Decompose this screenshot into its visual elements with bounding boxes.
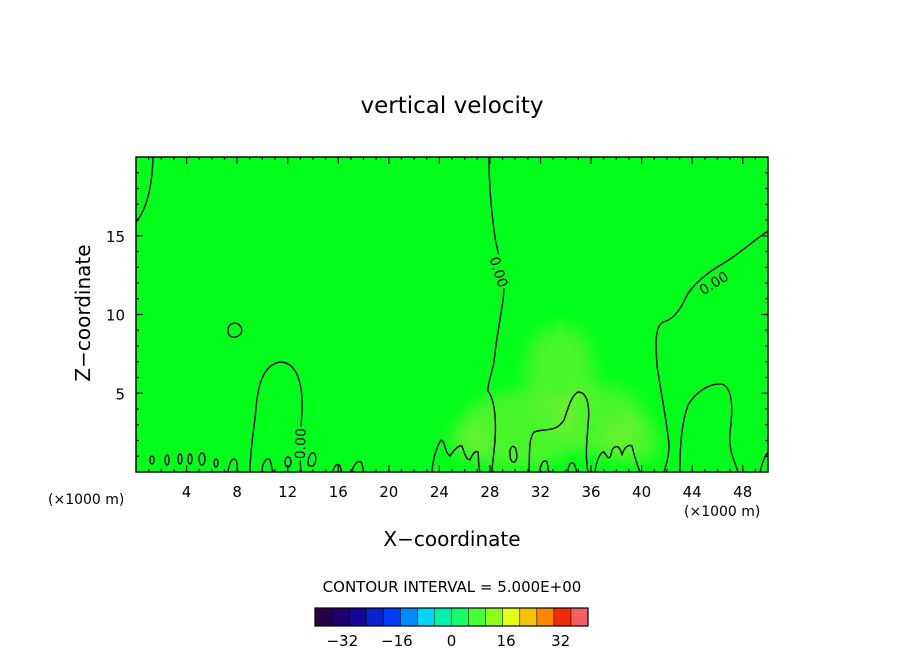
contour-oval-2 xyxy=(164,454,170,466)
x-tick-labels: 4 8 12 16 20 24 28 32 36 40 44 48 xyxy=(182,483,752,501)
colorbar-cell xyxy=(468,608,486,626)
contour-label-bg xyxy=(485,253,512,291)
x-tick-label: 44 xyxy=(683,483,702,501)
x-tick-label: 28 xyxy=(480,483,499,501)
colorbar-tick-label: 32 xyxy=(551,632,570,650)
colorbar-cell xyxy=(383,608,401,626)
colorbar-tick-labels: −32 −16 0 16 32 xyxy=(326,632,570,650)
x-unit-label: (×1000 m) xyxy=(48,492,124,508)
x-tick-label: 40 xyxy=(632,483,651,501)
x-tick-label: 16 xyxy=(329,483,348,501)
chart-title: vertical velocity xyxy=(361,93,544,119)
x-tick-label: 8 xyxy=(232,483,242,501)
colorbar-frame xyxy=(314,607,589,627)
field-background xyxy=(136,157,768,472)
y-ticks xyxy=(136,172,768,457)
contour-interval: CONTOUR INTERVAL = 5.000E+00 xyxy=(323,578,582,596)
y-axis-label: Z−coordinate xyxy=(71,244,95,381)
field-patches xyxy=(450,325,660,470)
colorbar-cell xyxy=(349,608,367,626)
contour-label-bg xyxy=(291,426,309,461)
x-tick-label: 24 xyxy=(430,483,449,501)
y-tick-label: 10 xyxy=(106,307,125,325)
contour-oval-1 xyxy=(149,455,155,465)
x-tick-label: 20 xyxy=(379,483,398,501)
contour-label: 0.00 xyxy=(293,428,310,460)
colorbar-cell xyxy=(451,608,469,626)
colorbar-cell xyxy=(434,608,452,626)
colorbar-tick-label: −16 xyxy=(381,632,413,650)
colorbar-cell xyxy=(417,608,435,626)
contour-bumps-low-b xyxy=(567,462,578,472)
colorbar-cell xyxy=(519,608,538,626)
y-tick-label: 15 xyxy=(106,228,125,246)
y-tick-label: 5 xyxy=(115,385,125,403)
x-tick-label: 12 xyxy=(278,483,297,501)
contour-hump-mid xyxy=(528,391,590,472)
colorbar-cell xyxy=(332,608,350,626)
contour-bumps-low-g xyxy=(307,452,317,467)
contour-bumps-low-h xyxy=(332,463,343,472)
contour-right xyxy=(655,230,768,472)
colorbar-cell xyxy=(553,608,572,626)
colorbar-cell xyxy=(570,608,589,626)
colorbar-cell xyxy=(366,608,384,626)
contour-label-bg xyxy=(694,267,733,299)
contour-upper-left xyxy=(136,157,154,223)
contour-dome-right xyxy=(679,383,739,472)
colorbar-cell xyxy=(485,608,503,626)
contour-center xyxy=(487,157,505,472)
contour-oval-4 xyxy=(187,453,193,465)
contour-oval-3 xyxy=(177,453,183,465)
x-tick-label: 32 xyxy=(531,483,550,501)
y-tick-labels: 5 10 15 xyxy=(106,228,125,404)
colorbar-tick-label: 16 xyxy=(497,632,516,650)
x-ticks xyxy=(148,157,756,472)
colorbar-cell xyxy=(400,608,418,626)
x-axis-label: X−coordinate xyxy=(383,527,520,551)
x-unit-label-right: (×1000 m) xyxy=(684,504,760,520)
colorbar-cell xyxy=(536,608,555,626)
warm-patch-3 xyxy=(600,415,660,465)
contour-oval-6 xyxy=(213,458,219,468)
contour-loop-small xyxy=(227,322,243,338)
x-tick-label: 48 xyxy=(733,483,752,501)
contour-oval-5 xyxy=(198,452,206,466)
colorbar-tick-label: 0 xyxy=(447,632,457,650)
contour-labels: 0.00 0.000.00 xyxy=(291,253,733,461)
contour-dome-left xyxy=(249,361,303,472)
colorbar-tick-label: −32 xyxy=(326,632,358,650)
colorbar: −32 −16 0 16 32 xyxy=(314,607,589,650)
warm-patch-2 xyxy=(525,325,595,415)
x-tick-label: 4 xyxy=(182,483,192,501)
contour-bumps-38 xyxy=(594,444,641,472)
contour-small-loop-30 xyxy=(509,445,518,463)
contour-lines xyxy=(136,157,768,472)
contour-bumps-low-c xyxy=(261,458,274,472)
colorbar-cells xyxy=(314,608,589,626)
colorbar-cell xyxy=(315,608,333,626)
warm-patch-4 xyxy=(450,420,490,460)
colorbar-cell xyxy=(502,608,521,626)
x-tick-label: 36 xyxy=(581,483,600,501)
contour-bumps-24 xyxy=(431,439,481,472)
